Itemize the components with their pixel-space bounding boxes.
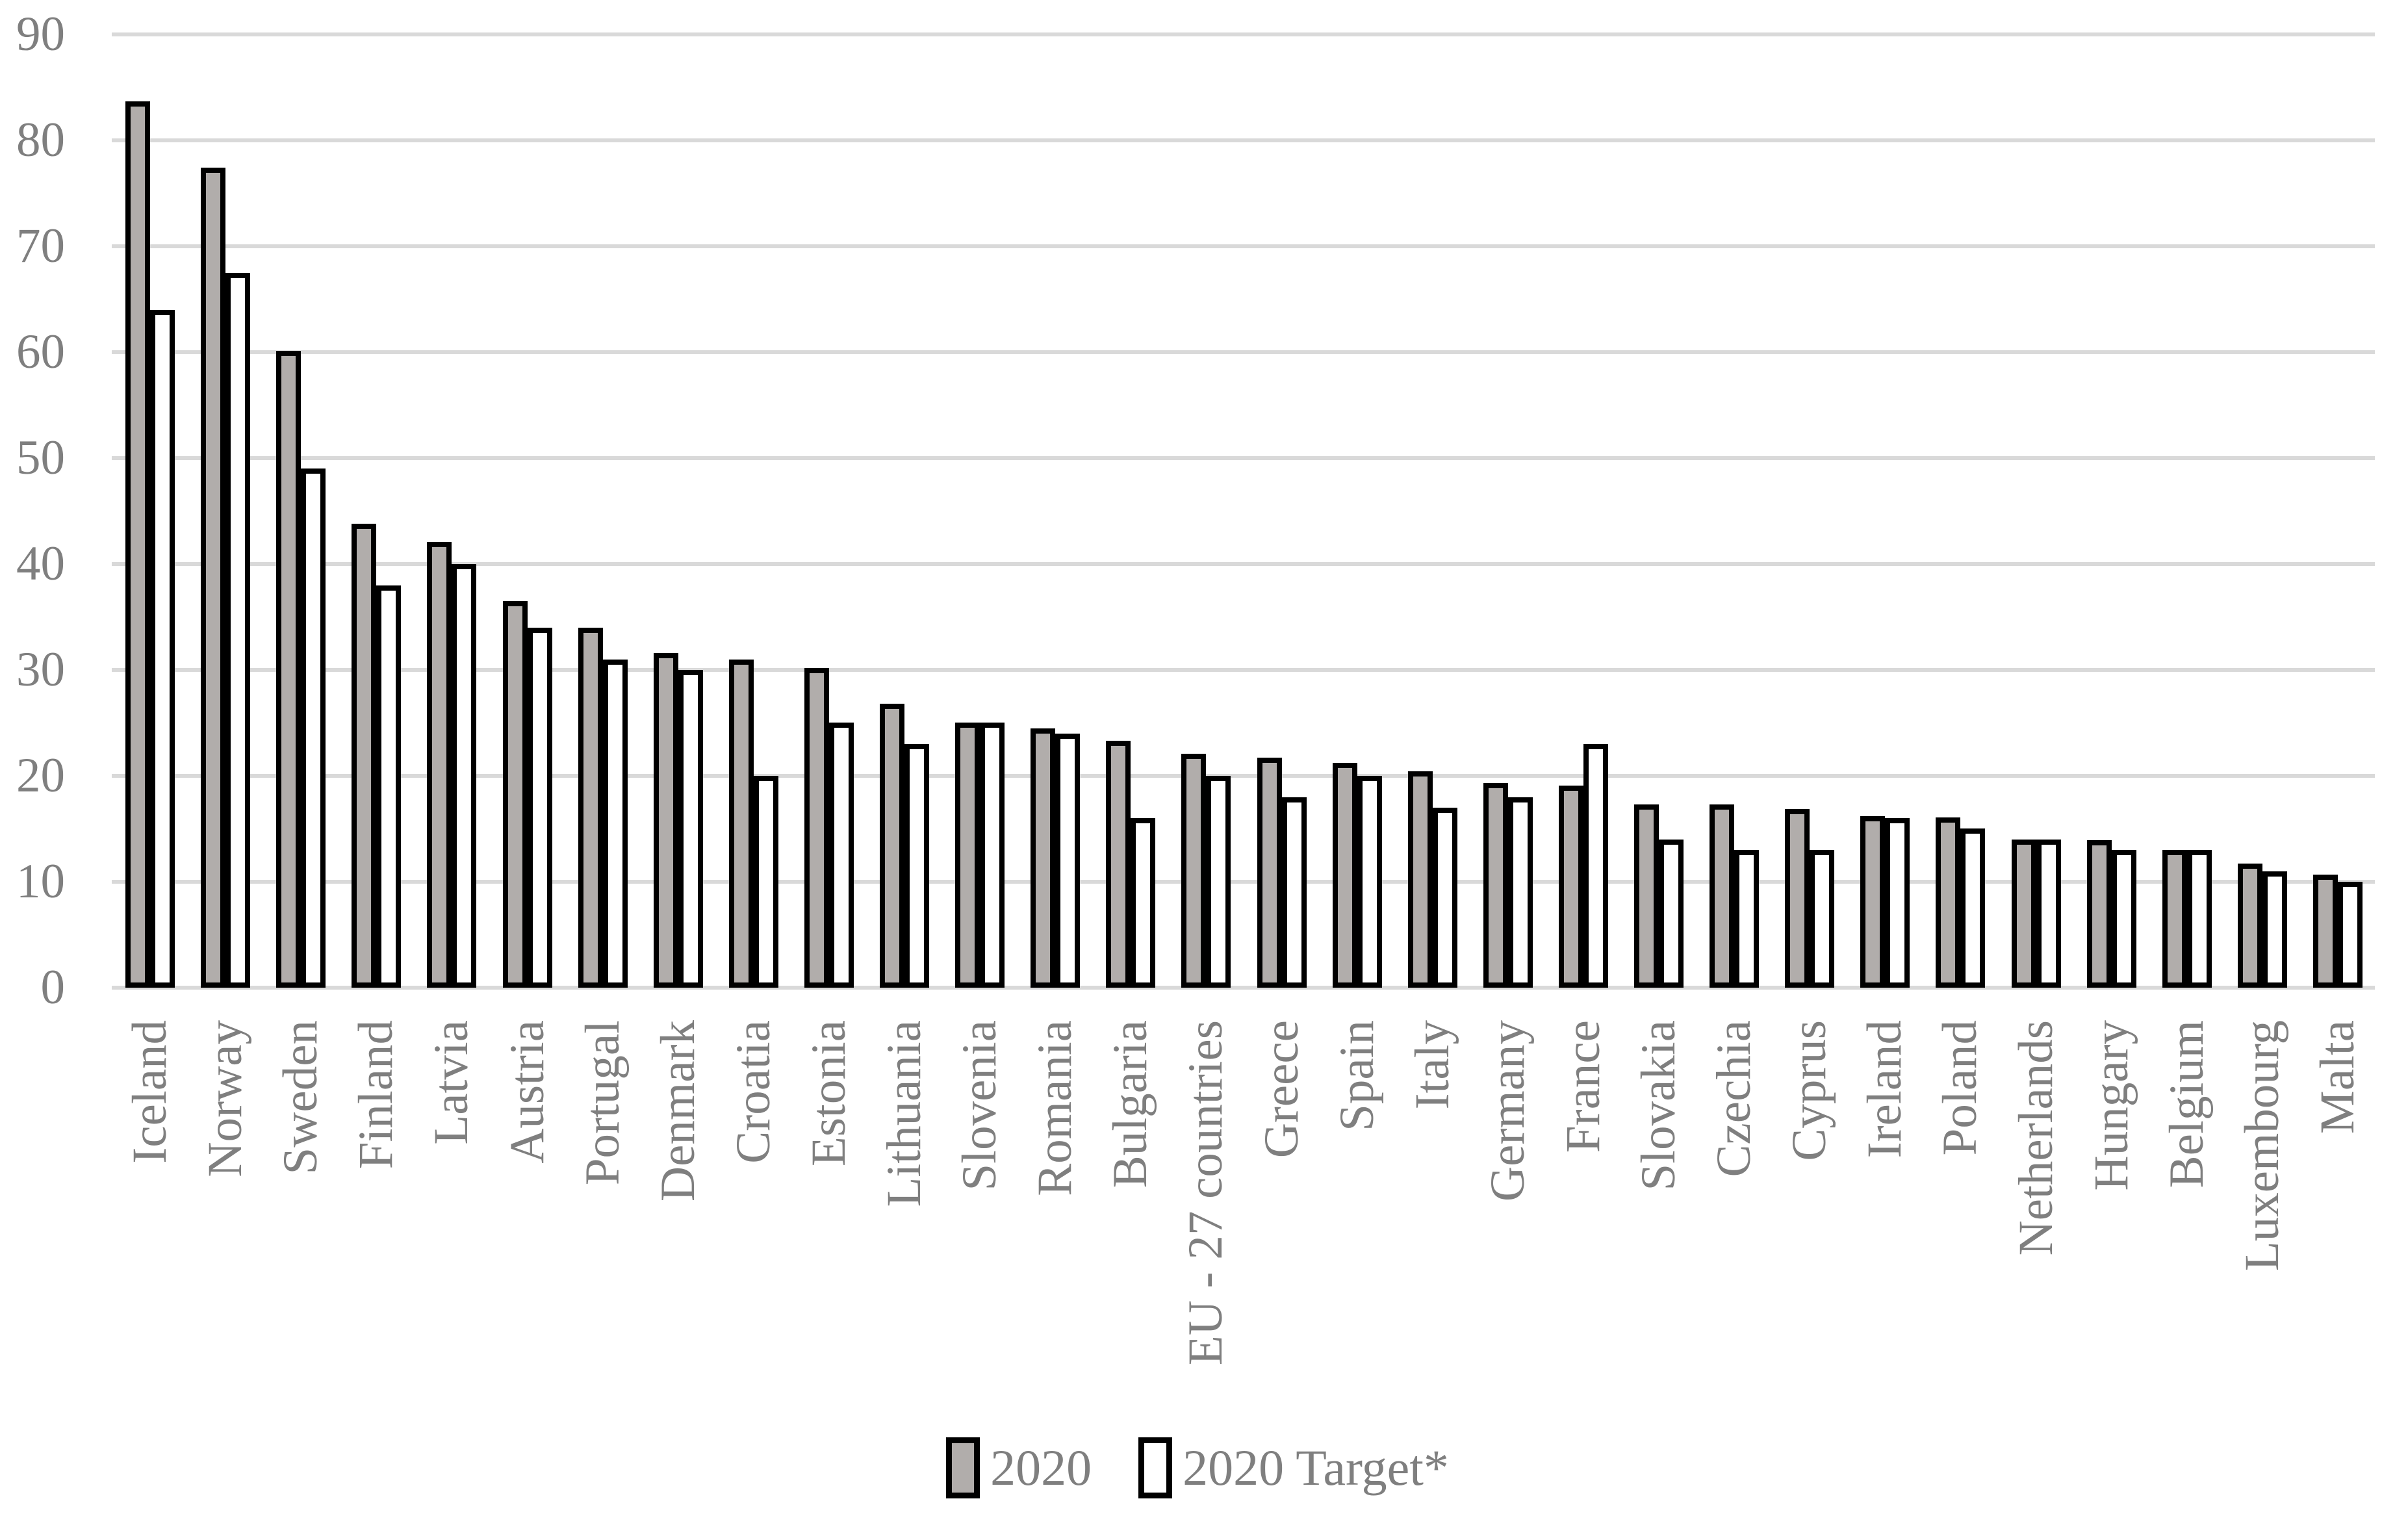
bar-2020-iceland (125, 101, 150, 988)
bar-2020-hungary (2087, 840, 2112, 988)
bar-2020-france (1559, 786, 1583, 988)
bar-2020-target-slovakia (1659, 840, 1684, 988)
gridline-50 (112, 456, 2375, 460)
bar-2020-target-hungary (2112, 850, 2136, 988)
bar-2020-target-denmark (678, 670, 703, 988)
gridline-60 (112, 350, 2375, 354)
bar-2020-target-finland (376, 585, 401, 988)
gridline-90 (112, 32, 2375, 36)
bar-2020-slovakia (1634, 804, 1659, 988)
bar-2020-target-norway (225, 273, 250, 988)
bar-2020-target-portugal (603, 660, 628, 988)
bar-2020-target-latvia (452, 564, 476, 988)
bar-2020-eu-27-countries (1181, 754, 1206, 988)
gridline-20 (112, 774, 2375, 778)
bar-2020-ireland (1860, 816, 1885, 988)
bar-2020-bulgaria (1106, 741, 1131, 988)
legend-item-2020: 2020 (946, 1437, 1092, 1498)
y-tick-label-50: 50 (16, 431, 65, 485)
bar-2020-target-malta (2338, 882, 2363, 988)
legend-swatch-2020 (946, 1437, 980, 1498)
bar-2020-spain (1333, 763, 1357, 988)
bar-2020-norway (201, 168, 225, 988)
y-tick-label-10: 10 (16, 854, 65, 908)
gridline-0 (112, 986, 2375, 990)
bar-2020-latvia (427, 542, 452, 988)
bar-2020-austria (503, 601, 528, 988)
y-tick-label-80: 80 (16, 113, 65, 167)
bar-2020-target-austria (528, 628, 552, 988)
bar-2020-target-ireland (1885, 818, 1910, 988)
bar-2020-target-lithuania (904, 744, 929, 988)
bar-2020-sweden (276, 351, 301, 988)
bar-2020-target-bulgaria (1131, 818, 1155, 988)
gridline-40 (112, 562, 2375, 566)
bar-2020-target-netherlands (2036, 840, 2061, 988)
y-tick-label-20: 20 (16, 749, 65, 802)
bar-2020-malta (2313, 875, 2338, 988)
bar-2020-luxembourg (2238, 864, 2262, 988)
bar-2020-target-italy (1433, 808, 1457, 988)
bar-2020-target-sweden (301, 468, 326, 988)
y-tick-label-40: 40 (16, 537, 65, 591)
bar-2020-finland (352, 524, 376, 988)
bar-2020-slovenia (955, 723, 980, 988)
bar-2020-portugal (578, 628, 603, 988)
bar-2020-target-belgium (2187, 850, 2212, 988)
y-tick-label-0: 0 (40, 960, 66, 1014)
gridline-70 (112, 244, 2375, 248)
bar-2020-greece (1257, 758, 1282, 988)
bar-2020-target-france (1583, 744, 1608, 988)
bar-2020-target-greece (1282, 797, 1307, 988)
bar-2020-croatia (729, 660, 754, 988)
y-tick-label-60: 60 (16, 325, 65, 379)
bar-2020-cyprus (1785, 809, 1810, 988)
bar-2020-belgium (2162, 850, 2187, 988)
gridline-30 (112, 668, 2375, 672)
bar-2020-target-poland (1960, 828, 1985, 988)
bar-2020-target-iceland (150, 310, 175, 988)
legend: 2020 2020 Target* (0, 1437, 2395, 1498)
legend-item-2020-target: 2020 Target* (1138, 1437, 1449, 1498)
bar-2020-target-croatia (754, 776, 778, 988)
bar-2020-target-eu-27-countries (1206, 776, 1231, 988)
y-tick-label-30: 30 (16, 643, 65, 697)
bar-2020-target-romania (1055, 734, 1080, 988)
bar-2020-lithuania (880, 704, 904, 988)
y-tick-label-70: 70 (16, 219, 65, 273)
bar-2020-denmark (654, 653, 678, 988)
bar-2020-estonia (804, 668, 829, 988)
bar-2020-target-cyprus (1810, 850, 1834, 988)
bar-2020-target-estonia (829, 723, 854, 988)
bar-2020-target-luxembourg (2262, 871, 2287, 988)
bar-2020-poland (1936, 817, 1960, 988)
bar-2020-target-spain (1357, 776, 1382, 988)
gridline-10 (112, 880, 2375, 884)
bar-2020-target-germany (1508, 797, 1533, 988)
bar-2020-target-slovenia (980, 723, 1005, 988)
bar-2020-target-czechia (1734, 850, 1759, 988)
bar-2020-germany (1483, 783, 1508, 988)
y-tick-label-90: 90 (16, 7, 65, 61)
legend-swatch-2020-target (1138, 1437, 1173, 1498)
bar-2020-romania (1031, 728, 1055, 988)
bar-2020-italy (1408, 771, 1433, 988)
gridline-80 (112, 138, 2375, 142)
bar-2020-czechia (1710, 804, 1734, 988)
bar-2020-netherlands (2012, 840, 2036, 988)
legend-label-2020-target: 2020 Target* (1183, 1439, 1449, 1496)
legend-label-2020: 2020 (990, 1439, 1092, 1496)
